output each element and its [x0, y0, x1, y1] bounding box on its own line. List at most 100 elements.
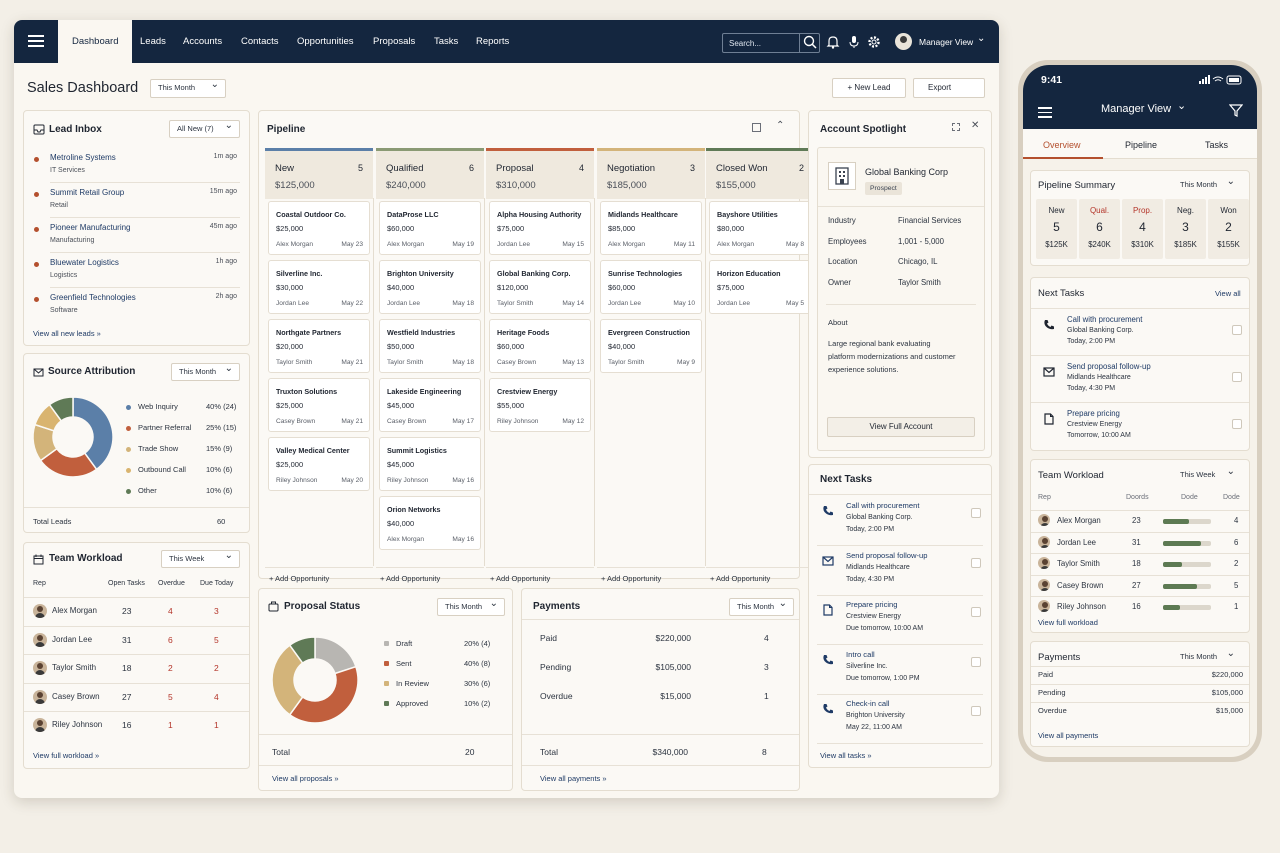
task-checkbox[interactable]: [971, 656, 981, 667]
lead-item[interactable]: Bluewater Logistics Logistics 1h ago: [24, 254, 249, 288]
view-all-payments-link[interactable]: View all payments »: [540, 774, 607, 783]
opportunity-card[interactable]: Truxton Solutions $25,000 Casey Brown May 2…: [268, 378, 370, 432]
add-opportunity-button[interactable]: + Add Opportunity: [601, 574, 662, 583]
lead-filter-select[interactable]: All New (7): [169, 118, 240, 138]
filter-icon[interactable]: [1229, 104, 1243, 117]
summary-stage[interactable]: Won 2 $155K: [1208, 199, 1249, 259]
mobile-workload-row[interactable]: Jordan Lee 31 6: [1031, 531, 1249, 553]
task-checkbox[interactable]: [971, 508, 981, 518]
add-opportunity-button[interactable]: + Add Opportunity: [710, 574, 771, 583]
lead-item[interactable]: Summit Retail Group Retail 15m ago: [24, 184, 249, 218]
bell-icon[interactable]: [826, 35, 840, 49]
mobile-tab-overview[interactable]: Overview: [1043, 140, 1081, 150]
mobile-payments-range[interactable]: This Month: [1173, 646, 1241, 667]
tab-dashboard[interactable]: Dashboard: [58, 20, 133, 63]
payments-range-select[interactable]: This Month: [729, 596, 794, 616]
opportunity-card[interactable]: Global Banking Corp. $120,000 Taylor Smith…: [489, 260, 591, 314]
lead-item[interactable]: Pioneer Manufacturing Manufacturing 45m ag…: [24, 219, 249, 253]
search-input[interactable]: Search...: [722, 33, 820, 53]
mobile-view-all-payments[interactable]: View all payments: [1038, 731, 1099, 740]
opportunity-card[interactable]: Midlands Healthcare $85,000 Alex Morgan May…: [600, 201, 702, 255]
opportunity-card[interactable]: Valley Medical Center $25,000 Riley Johnso…: [268, 437, 370, 491]
table-row[interactable]: Jordan Lee 31 6 5: [24, 625, 249, 654]
export-button[interactable]: Export: [913, 78, 985, 98]
opportunity-card[interactable]: Sunrise Technologies $60,000 Jordan Lee May…: [600, 260, 702, 314]
user-menu-label[interactable]: Manager View: [919, 37, 974, 47]
add-opportunity-button[interactable]: + Add Opportunity: [269, 574, 330, 583]
summary-stage[interactable]: Prop. 4 $310K: [1122, 199, 1163, 259]
search-icon[interactable]: [799, 33, 820, 53]
opportunity-card[interactable]: Northgate Partners $20,000 Taylor Smith May…: [268, 319, 370, 373]
workload-range-select[interactable]: This Week: [161, 548, 240, 568]
opportunity-card[interactable]: Westfield Industries $50,000 Taylor Smith M…: [379, 319, 481, 373]
table-row[interactable]: Taylor Smith 18 2 2: [24, 654, 249, 682]
table-row[interactable]: Casey Brown 27 5 4: [24, 682, 249, 711]
lead-item[interactable]: Metroline Systems IT Services 1m ago: [24, 149, 249, 183]
proposal-range-select[interactable]: This Month: [437, 596, 505, 616]
mobile-workload-row[interactable]: Casey Brown 27 5: [1031, 574, 1249, 596]
mobile-view-all-tasks[interactable]: View all: [1215, 289, 1241, 298]
collapse-icon[interactable]: ⌃: [776, 120, 785, 131]
user-avatar[interactable]: [895, 33, 912, 50]
view-all-proposals-link[interactable]: View all proposals »: [272, 774, 339, 783]
tab-accounts[interactable]: Accounts: [183, 36, 223, 47]
tab-opportunities[interactable]: Opportunities: [297, 36, 354, 47]
tab-reports[interactable]: Reports: [476, 36, 510, 47]
mobile-task-item[interactable]: Call with procurement Global Banking Corp…: [1031, 308, 1249, 354]
view-full-account-button[interactable]: View Full Account: [827, 417, 975, 437]
tab-tasks[interactable]: Tasks: [434, 36, 459, 47]
tab-leads[interactable]: Leads: [140, 36, 166, 47]
opportunity-card[interactable]: Lakeside Engineering $45,000 Casey Brown Ma…: [379, 378, 481, 432]
opportunity-card[interactable]: Evergreen Construction $40,000 Taylor Smit…: [600, 319, 702, 373]
mobile-workload-range[interactable]: This Week: [1173, 464, 1241, 485]
expand-icon[interactable]: [752, 123, 761, 132]
task-checkbox[interactable]: [971, 607, 981, 617]
summary-stage[interactable]: Neg. 3 $185K: [1165, 199, 1206, 259]
task-item[interactable]: Intro call Silverline Inc. Due tomorrow, 1…: [809, 647, 991, 696]
table-row[interactable]: Alex Morgan 23 4 3: [24, 597, 249, 625]
mobile-task-item[interactable]: Prepare pricing Crestview Energy Tomorrow,…: [1031, 402, 1249, 448]
task-checkbox[interactable]: [971, 706, 981, 716]
mobile-tab-tasks[interactable]: Tasks: [1205, 140, 1229, 150]
opportunity-card[interactable]: Horizon Education $75,000 Jordan Lee May 5: [709, 260, 811, 314]
mobile-task-checkbox[interactable]: [1232, 419, 1242, 429]
mobile-workload-row[interactable]: Alex Morgan 23 4: [1031, 510, 1249, 531]
mobile-workload-row[interactable]: Riley Johnson 16 1: [1031, 596, 1249, 617]
task-checkbox[interactable]: [971, 557, 981, 568]
mobile-view-full-workload[interactable]: View full workload: [1038, 618, 1098, 627]
opportunity-card[interactable]: Crestview Energy $55,000 Riley Johnson May …: [489, 378, 591, 432]
opportunity-card[interactable]: Brighton University $40,000 Jordan Lee May …: [379, 260, 481, 314]
view-all-tasks-link[interactable]: View all tasks »: [820, 751, 872, 760]
task-item[interactable]: Send proposal follow-up Midlands Healthca…: [809, 548, 991, 597]
task-item[interactable]: Call with procurement Global Banking Corp…: [809, 498, 991, 547]
opportunity-card[interactable]: DataProse LLC $60,000 Alex Morgan May 19: [379, 201, 481, 255]
view-full-workload-link[interactable]: View full workload »: [33, 751, 100, 760]
task-item[interactable]: Prepare pricing Crestview Energy Due tomor…: [809, 597, 991, 646]
source-range-select[interactable]: This Month: [171, 361, 240, 381]
view-all-leads-link[interactable]: View all new leads »: [33, 329, 101, 338]
mobile-tab-pipeline[interactable]: Pipeline: [1125, 140, 1158, 150]
mobile-task-item[interactable]: Send proposal follow-up Midlands Healthca…: [1031, 355, 1249, 401]
opportunity-card[interactable]: Coastal Outdoor Co. $25,000 Alex Morgan May…: [268, 201, 370, 255]
mobile-menu-icon[interactable]: [1038, 105, 1052, 121]
opportunity-card[interactable]: Silverline Inc. $30,000 Jordan Lee May 22: [268, 260, 370, 314]
summary-stage[interactable]: New 5 $125K: [1036, 199, 1077, 259]
gear-icon[interactable]: [867, 35, 881, 49]
microphone-icon[interactable]: [848, 35, 860, 49]
add-opportunity-button[interactable]: + Add Opportunity: [380, 574, 441, 583]
close-icon[interactable]: ✕: [971, 120, 980, 131]
mobile-title[interactable]: Manager View: [1101, 103, 1172, 115]
new-lead-button[interactable]: + New Lead: [832, 78, 906, 98]
chevron-down-icon[interactable]: ⌄: [977, 33, 986, 44]
mobile-summary-range[interactable]: This Month: [1173, 174, 1241, 195]
mobile-task-checkbox[interactable]: [1232, 325, 1242, 335]
date-range-select[interactable]: This Month: [150, 77, 226, 98]
opportunity-card[interactable]: Bayshore Utilities $80,000 Alex Morgan May …: [709, 201, 811, 255]
table-row[interactable]: Riley Johnson 16 1 1: [24, 711, 249, 739]
chevron-down-icon[interactable]: ⌄: [1177, 100, 1187, 112]
opportunity-card[interactable]: Alpha Housing Authority $75,000 Jordan Lee…: [489, 201, 591, 255]
task-item[interactable]: Check-in call Brighton University May 22, …: [809, 696, 991, 745]
tab-proposals[interactable]: Proposals: [373, 36, 416, 47]
tab-contacts[interactable]: Contacts: [241, 36, 279, 47]
opportunity-card[interactable]: Summit Logistics $45,000 Riley Johnson May …: [379, 437, 481, 491]
